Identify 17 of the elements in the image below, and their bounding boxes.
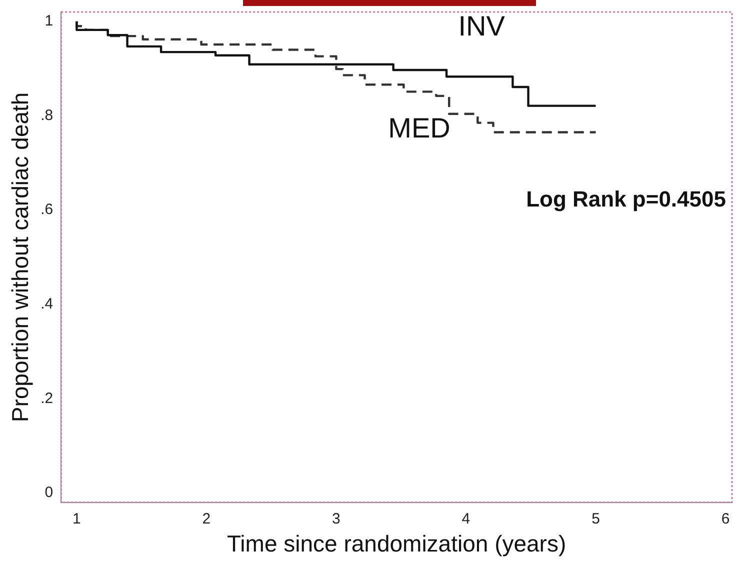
y-tick-label: .8 [40, 106, 54, 124]
annotation: Log Rank p=0.4505 [526, 186, 726, 212]
x-tick-label: 1 [72, 510, 81, 528]
y-tick-label: .4 [40, 295, 54, 312]
y-tick-label: .6 [40, 201, 54, 218]
series-label: MED [388, 112, 450, 144]
y-tick-label: .2 [40, 390, 54, 407]
y-tick-label: 0 [44, 484, 54, 502]
x-axis-title: Time since randomization (years) [226, 530, 566, 557]
x-tick-label: 4 [462, 510, 470, 528]
y-axis-title: Proportion without cardiac death [7, 92, 34, 422]
x-tick-label: 5 [592, 510, 600, 528]
x-tick-label: 2 [202, 510, 211, 528]
x-tick-label: 6 [721, 510, 730, 528]
x-tick-label: 3 [332, 510, 340, 528]
y-tick-label: 1 [44, 12, 54, 30]
series-label: INV [458, 10, 506, 42]
